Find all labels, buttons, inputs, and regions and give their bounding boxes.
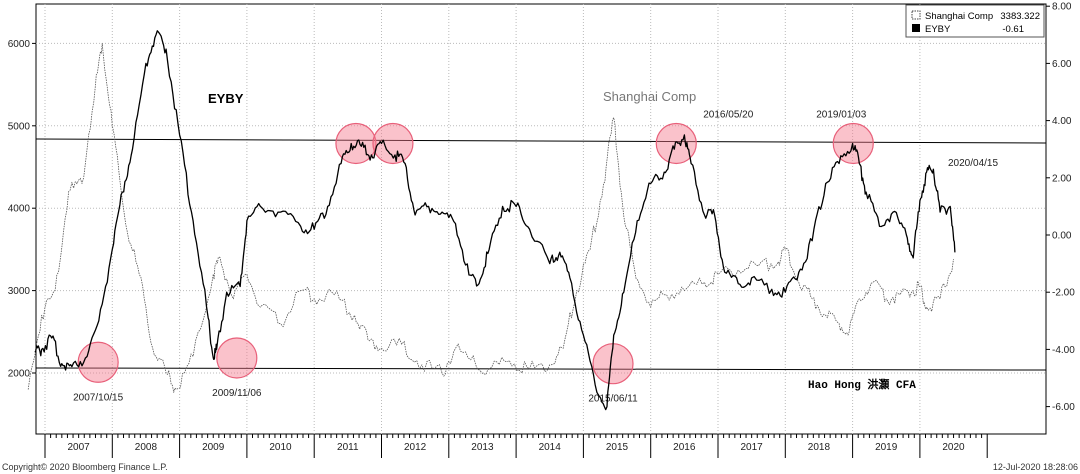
x-tick-label: 2017	[740, 442, 763, 453]
right-tick-label: 2.00	[1052, 173, 1072, 184]
highlight-date-label: 2007/10/15	[73, 392, 123, 403]
right-axis: -6.00 -4.00 -2.00 0.00 2.00 4.00 6.00 8.00	[1046, 2, 1075, 413]
lower-reference-line	[35, 367, 1047, 371]
right-tick-label: -2.00	[1052, 288, 1075, 299]
x-tick-label: 2015	[606, 442, 629, 453]
timestamp-text: 12-Jul-2020 18:28:06	[993, 462, 1078, 472]
upper-reference-line	[35, 138, 1047, 144]
left-tick-label: 4000	[8, 204, 31, 215]
legend: Shanghai Comp 3383.322 EYBY -0.61	[905, 4, 1045, 38]
x-tick-label: 2019	[875, 442, 898, 453]
x-tick-label: 2012	[404, 442, 427, 453]
left-tick-label: 5000	[8, 121, 31, 132]
eyby-series-label: EYBY	[208, 91, 244, 106]
series-line-shanghai	[27, 43, 954, 393]
right-tick-label: 0.00	[1052, 231, 1072, 242]
date-label-2020: 2020/04/15	[948, 158, 998, 169]
highlight-circle	[372, 122, 414, 165]
x-tick-label: 2010	[269, 442, 292, 453]
highlight-circles: 2007/10/15 2009/11/06 2015/06/11 2016/05/20…	[73, 109, 874, 405]
highlight-date-label: 2016/05/20	[703, 109, 753, 120]
x-tick-label: 2016	[673, 442, 696, 453]
legend-name-shanghai: Shanghai Comp	[925, 11, 993, 22]
legend-name-eyby: EYBY	[925, 24, 951, 35]
highlight-circle	[216, 337, 258, 379]
left-tick-label: 3000	[8, 286, 31, 297]
legend-value-shanghai: 3383.322	[1000, 11, 1040, 22]
x-tick-label: 2007	[67, 442, 90, 453]
highlight-circle	[832, 122, 874, 165]
right-tick-label: -6.00	[1052, 402, 1075, 413]
left-tick-label: 6000	[8, 39, 31, 50]
annotation-layer: EYBY Shanghai Comp 2020/04/15 Hao Hong 洪…	[208, 89, 998, 392]
right-tick-label: -4.00	[1052, 345, 1075, 356]
x-tick-label: 2008	[135, 442, 158, 453]
author-credit: Hao Hong 洪灝 CFA	[808, 377, 916, 392]
x-axis: 2007 2008 2009 2010 2011 2012 2013 2014 2015 2016…	[44, 434, 988, 458]
x-tick-label: 2020	[942, 442, 965, 453]
right-tick-label: 6.00	[1052, 59, 1072, 70]
x-tick-label: 2009	[202, 442, 225, 453]
copyright-text: Copyright© 2020 Bloomberg Finance L.P.	[2, 462, 168, 472]
x-tick-label: 2011	[337, 442, 359, 453]
highlight-date-label: 2009/11/06	[212, 388, 262, 399]
legend-box	[905, 4, 1045, 38]
right-tick-label: 4.00	[1052, 116, 1072, 127]
x-tick-label: 2014	[539, 442, 562, 453]
legend-swatch-shanghai	[911, 10, 921, 20]
x-tick-label: 2018	[808, 442, 831, 453]
highlight-date-label: 2019/01/03	[816, 109, 866, 120]
highlight-date-label: 2015/06/11	[588, 394, 638, 405]
right-tick-label: 8.00	[1052, 2, 1072, 13]
series-line-eyby	[34, 30, 956, 411]
left-tick-label: 2000	[8, 369, 31, 380]
shanghai-series-label: Shanghai Comp	[603, 89, 696, 104]
highlight-circle	[655, 122, 697, 165]
series-layer	[27, 30, 956, 411]
legend-value-eyby: -0.61	[1002, 24, 1024, 35]
x-tick-label: 2013	[471, 442, 494, 453]
legend-swatch-eyby	[912, 24, 920, 32]
left-axis: 2000 3000 4000 5000 6000	[8, 39, 36, 380]
